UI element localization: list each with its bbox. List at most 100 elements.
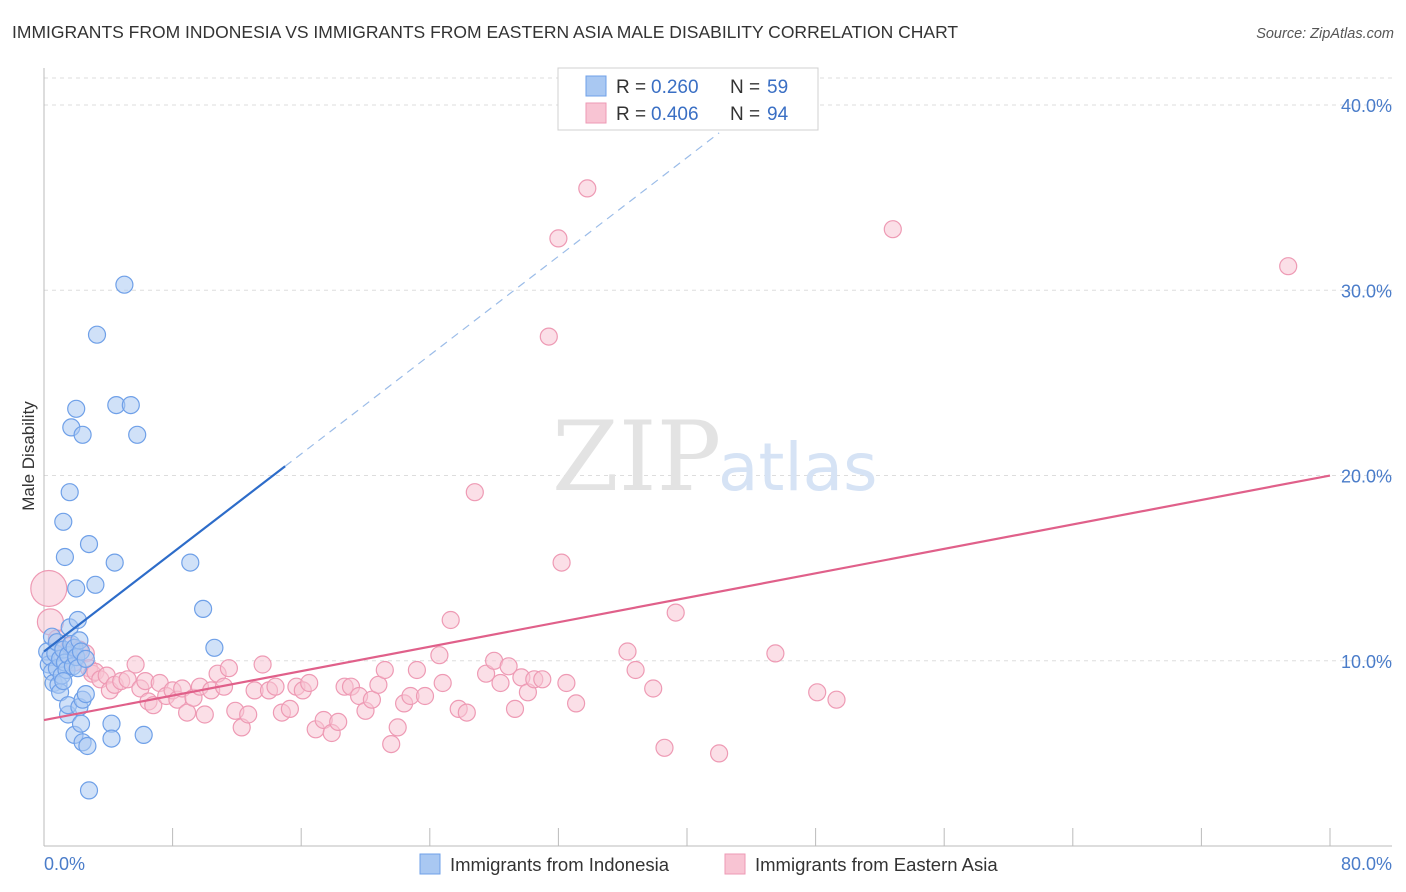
point-eastern-asia-41 [266, 677, 285, 696]
point-eastern-asia-72 [491, 673, 510, 693]
point-eastern-asia-16 [118, 670, 137, 689]
legend-n-label-indonesia: N = [730, 77, 760, 98]
point-indonesia-56 [102, 729, 121, 748]
legend-box: R = 0.260 N = 59 R = 0.406 N = 94 [557, 67, 819, 131]
y-tick-label-10: 10.0% [1341, 652, 1392, 672]
point-eastern-asia-59 [388, 718, 407, 737]
point-eastern-asia-68 [457, 703, 476, 722]
trend-lines [43, 132, 1331, 722]
point-eastern-asia-84 [578, 179, 597, 198]
point-eastern-asia-37 [239, 705, 258, 724]
x-tick-marks [43, 828, 1331, 846]
point-eastern-asia-92 [808, 683, 827, 702]
point-indonesia-35 [73, 425, 92, 444]
point-indonesia-34 [67, 399, 86, 418]
x-tick-label-max: 80.0% [1341, 854, 1392, 874]
point-eastern-asia-81 [552, 553, 571, 572]
point-eastern-asia-80 [549, 229, 568, 248]
point-eastern-asia-87 [644, 679, 663, 698]
bottom-legend-label-indonesia: Immigrants from Indonesia [450, 854, 670, 875]
point-indonesia-36 [67, 579, 86, 598]
chart-title: IMMIGRANTS FROM INDONESIA VS IMMIGRANTS … [12, 22, 958, 42]
point-indonesia-46 [181, 553, 200, 572]
point-eastern-asia-63 [415, 686, 435, 706]
legend-n-label-eastern-asia: N = [730, 104, 760, 125]
point-eastern-asia-86 [626, 660, 645, 680]
point-indonesia-38 [76, 649, 95, 669]
point-indonesia-58 [79, 781, 99, 800]
series-indonesia-points [38, 275, 224, 800]
y-tick-label-30: 30.0% [1341, 281, 1392, 301]
point-eastern-asia-83 [566, 694, 586, 713]
y-axis-label: Male Disability [19, 401, 38, 511]
point-indonesia-57 [134, 725, 153, 745]
legend-r-label-eastern-asia: R = [616, 104, 646, 125]
point-eastern-asia-50 [329, 712, 348, 732]
point-eastern-asia-70 [477, 664, 496, 683]
point-indonesia-37 [79, 534, 99, 554]
point-indonesia-53 [76, 684, 95, 704]
watermark-zip: ZIP [552, 401, 721, 513]
point-indonesia-43 [121, 396, 140, 415]
point-eastern-asia-95 [1279, 257, 1298, 276]
legend-r-label-indonesia: R = [616, 77, 646, 98]
legend-swatch-eastern-asia [585, 102, 607, 124]
point-indonesia-44 [128, 425, 147, 444]
point-eastern-asia-73 [499, 657, 518, 676]
point-indonesia-25 [54, 671, 73, 691]
point-indonesia-42 [115, 275, 134, 294]
series-eastern-asia-points [30, 179, 1298, 763]
point-eastern-asia-62 [407, 660, 426, 680]
bottom-legend-swatch-indonesia [419, 853, 441, 875]
point-eastern-asia-89 [666, 603, 685, 622]
point-eastern-asia-34 [219, 659, 238, 678]
point-eastern-asia-90 [709, 744, 729, 763]
trend-line-eastern-asia [43, 474, 1331, 722]
y-tick-label-40: 40.0% [1341, 96, 1392, 116]
legend-r-value-indonesia: 0.260 [651, 77, 699, 98]
point-eastern-asia-30 [195, 705, 214, 724]
legend-n-value-indonesia: 59 [767, 77, 788, 98]
point-eastern-asia-78 [533, 670, 552, 689]
chart-source: Source: ZipAtlas.com [1256, 26, 1394, 42]
trend-line-indonesia [43, 465, 286, 653]
point-eastern-asia-79 [539, 327, 558, 346]
legend-swatch-indonesia [585, 75, 607, 97]
point-eastern-asia-58 [382, 734, 401, 754]
point-eastern-asia-65 [433, 673, 452, 693]
watermark-atlas: atlas [718, 429, 878, 506]
point-indonesia-32 [60, 483, 79, 502]
point-eastern-asia-39 [253, 655, 272, 674]
point-indonesia-31 [54, 512, 73, 531]
y-tick-labels: 10.0% 20.0% 30.0% 40.0% [1341, 96, 1392, 672]
point-indonesia-30 [55, 547, 75, 567]
point-eastern-asia-91 [766, 644, 785, 663]
point-eastern-asia-64 [430, 646, 449, 665]
point-eastern-asia-0 [30, 569, 68, 608]
point-eastern-asia-88 [655, 738, 674, 757]
point-eastern-asia-46 [300, 673, 319, 693]
point-indonesia-47 [194, 599, 213, 619]
legend-r-value-eastern-asia: 0.406 [651, 104, 699, 125]
point-indonesia-51 [71, 714, 91, 733]
point-eastern-asia-74 [505, 699, 525, 719]
point-indonesia-45 [105, 553, 124, 572]
point-indonesia-40 [87, 325, 107, 344]
point-eastern-asia-43 [280, 699, 299, 719]
point-eastern-asia-57 [375, 660, 394, 680]
point-eastern-asia-94 [883, 220, 902, 239]
bottom-legend: Immigrants from Indonesia Immigrants fro… [419, 853, 998, 875]
point-eastern-asia-82 [557, 673, 576, 693]
point-indonesia-39 [86, 575, 105, 594]
bottom-legend-label-eastern-asia: Immigrants from Eastern Asia [755, 854, 998, 875]
x-tick-label-min: 0.0% [44, 854, 85, 874]
legend-n-value-eastern-asia: 94 [767, 104, 789, 125]
trend-line-indonesia-extension [284, 132, 720, 467]
point-indonesia-54 [78, 736, 97, 756]
point-eastern-asia-85 [618, 642, 637, 661]
point-indonesia-48 [205, 638, 224, 657]
bottom-legend-swatch-eastern-asia [724, 853, 746, 875]
point-eastern-asia-93 [827, 690, 846, 709]
point-eastern-asia-66 [441, 610, 460, 630]
